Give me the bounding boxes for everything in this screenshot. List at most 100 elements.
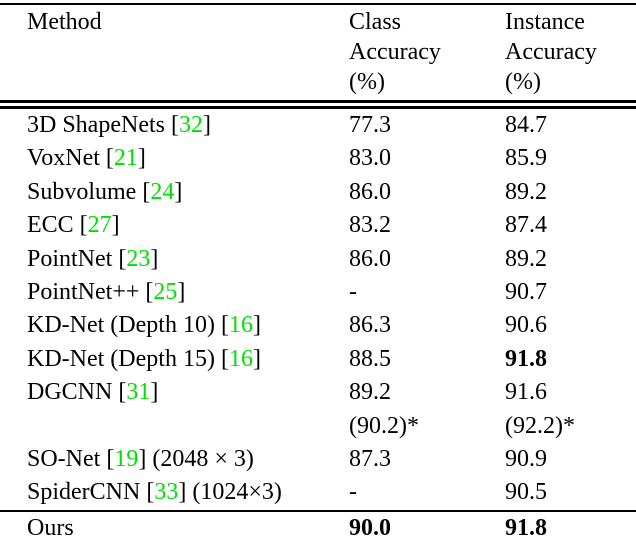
method-cell: KD-Net (Depth 15) [16]: [0, 343, 349, 376]
header-class-line1: Class: [349, 9, 402, 35]
method-cell: PointNet [23]: [0, 243, 349, 276]
class-accuracy-cell: 88.5: [349, 345, 391, 372]
method-text: ]: [252, 312, 261, 339]
header-instance-line2: Accuracy: [505, 39, 597, 65]
instance-accuracy-cell: 89.2: [505, 245, 547, 272]
method-text: DGCNN [: [27, 379, 127, 406]
citation-link[interactable]: 16: [228, 312, 253, 339]
method-text: ]: [177, 279, 186, 306]
header-instance-line3: (%): [505, 69, 541, 95]
citation-link[interactable]: 25: [153, 279, 178, 306]
method-text: ] (1024×3): [178, 479, 282, 506]
method-cell: SO-Net [19] (2048 × 3): [0, 443, 349, 476]
method-text: SpiderCNN [: [27, 479, 155, 506]
class-accuracy-cell: 86.0: [349, 245, 391, 272]
header-class-accuracy: Class Accuracy (%): [349, 3, 505, 109]
header-method-label: Method: [27, 9, 102, 35]
instance-accuracy-cell: 91.8: [505, 509, 636, 542]
instance-accuracy-cell: 91.8: [505, 345, 547, 372]
method-cell: 3D ShapeNets [32]: [0, 105, 349, 143]
method-text: ]: [150, 379, 159, 406]
method-text: Ours: [27, 514, 74, 541]
class-accuracy-cell: -: [349, 279, 357, 306]
instance-accuracy-cell: 85.9: [505, 145, 547, 172]
instance-accuracy-cell: 90.9: [505, 446, 547, 473]
class-accuracy-cell: 90.0: [349, 509, 505, 542]
method-text: ECC [: [27, 212, 88, 239]
method-text: ] (2048 × 3): [138, 446, 254, 473]
ours-row: Ours 90.0 91.8: [0, 509, 636, 542]
method-text: Subvolume [: [27, 178, 151, 205]
class-accuracy-cell: 83.0: [349, 145, 391, 172]
table-row: 3D ShapeNets [32] 77.3 84.7: [0, 105, 636, 143]
header-row: Method Class Accuracy (%) Instance Accur…: [0, 3, 636, 109]
citation-link[interactable]: 33: [154, 479, 179, 506]
method-cell: SpiderCNN [33] (1024×3): [0, 476, 349, 510]
instance-accuracy-cell: 91.6: [505, 379, 547, 406]
instance-accuracy-cell: 87.4: [505, 212, 547, 239]
citation-link[interactable]: 21: [113, 145, 138, 172]
citation-link[interactable]: 16: [228, 345, 253, 372]
table-row: KD-Net (Depth 15) [16] 88.5 91.8: [0, 343, 636, 376]
method-cell: Ours: [0, 509, 349, 542]
method-text: ]: [252, 345, 261, 372]
table-header: Method Class Accuracy (%) Instance Accur…: [0, 3, 636, 109]
class-accuracy-cell: 89.2: [349, 379, 391, 406]
table-row: Subvolume [24] 86.0 89.2: [0, 176, 636, 209]
class-accuracy-cell: 77.3: [349, 112, 391, 138]
instance-accuracy-cell: 90.7: [505, 279, 547, 306]
method-cell: DGCNN [31]: [0, 376, 349, 409]
table-row: SO-Net [19] (2048 × 3) 87.3 90.9: [0, 443, 636, 476]
header-instance-line1: Instance: [505, 9, 585, 35]
method-text: PointNet++ [: [27, 279, 154, 306]
instance-accuracy-cell: 84.7: [505, 112, 547, 138]
header-method: Method: [0, 3, 349, 109]
method-text: PointNet [: [27, 245, 127, 272]
table-row: ECC [27] 83.2 87.4: [0, 209, 636, 242]
table-row: KD-Net (Depth 10) [16] 86.3 90.6: [0, 309, 636, 342]
class-accuracy-cell: -: [349, 479, 357, 506]
instance-accuracy-cell: 90.5: [505, 479, 547, 506]
instance-accuracy-cell: 90.6: [505, 312, 547, 339]
citation-link[interactable]: 23: [126, 245, 151, 272]
method-text: KD-Net (Depth 15) [: [27, 345, 229, 372]
table-row: VoxNet [21] 83.0 85.9: [0, 142, 636, 175]
citation-link[interactable]: 24: [150, 178, 175, 205]
citation-link[interactable]: 27: [87, 212, 112, 239]
method-text: ]: [202, 112, 211, 138]
instance-accuracy-cell: 89.2: [505, 178, 547, 205]
method-cell: Subvolume [24]: [0, 176, 349, 209]
results-table: Method Class Accuracy (%) Instance Accur…: [0, 3, 636, 542]
method-cell: VoxNet [21]: [0, 142, 349, 175]
table-body: 3D ShapeNets [32] 77.3 84.7 VoxNet [21] 83.0…: [0, 105, 636, 542]
instance-accuracy-cell: (92.2)*: [505, 412, 575, 439]
table-row: (90.2)* (92.2)*: [0, 410, 636, 443]
citation-link[interactable]: 31: [126, 379, 151, 406]
method-text: SO-Net [: [27, 446, 115, 473]
header-class-line2: Accuracy: [349, 39, 441, 65]
method-text: ]: [174, 178, 183, 205]
class-accuracy-cell: 83.2: [349, 212, 391, 239]
table-row: SpiderCNN [33] (1024×3) -90.5: [0, 476, 636, 510]
header-instance-accuracy: Instance Accuracy (%): [505, 3, 636, 109]
table-row: DGCNN [31] 89.2 91.6: [0, 376, 636, 409]
table-row: PointNet [23] 86.0 89.2: [0, 243, 636, 276]
table-row: PointNet++ [25] -90.7: [0, 276, 636, 309]
method-text: ]: [137, 145, 146, 172]
class-accuracy-cell: 87.3: [349, 446, 391, 473]
header-class-line3: (%): [349, 69, 385, 95]
citation-link[interactable]: 19: [114, 446, 139, 473]
method-cell: KD-Net (Depth 10) [16]: [0, 309, 349, 342]
method-text: VoxNet [: [27, 145, 114, 172]
method-text: KD-Net (Depth 10) [: [27, 312, 229, 339]
class-accuracy-cell: 86.3: [349, 312, 391, 339]
method-text: 3D ShapeNets [: [27, 112, 179, 138]
class-accuracy-cell: 86.0: [349, 178, 391, 205]
citation-link[interactable]: 32: [178, 112, 203, 138]
class-accuracy-cell: (90.2)*: [349, 412, 419, 439]
method-text: ]: [111, 212, 120, 239]
method-text: ]: [150, 245, 159, 272]
method-cell: [0, 410, 349, 443]
method-cell: PointNet++ [25]: [0, 276, 349, 309]
method-cell: ECC [27]: [0, 209, 349, 242]
